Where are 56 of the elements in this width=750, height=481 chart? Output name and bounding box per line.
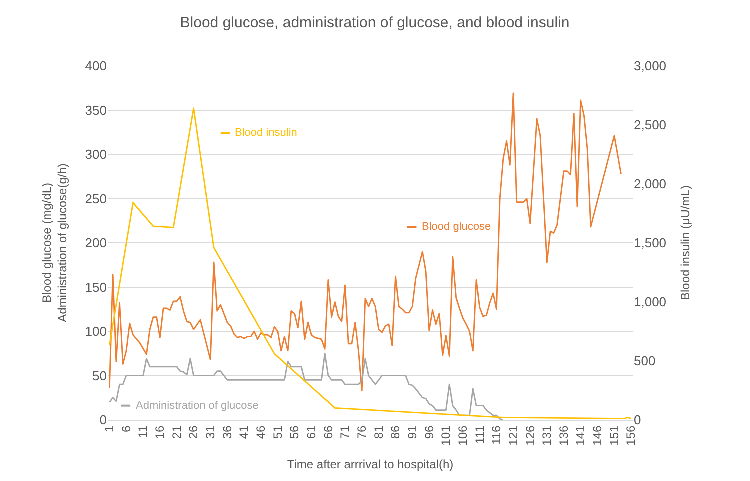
x-tick-label: 36 xyxy=(220,425,234,440)
x-tick-label: 121 xyxy=(506,425,520,446)
x-tick-label: 136 xyxy=(556,425,571,446)
legend-label: Administration of glucose xyxy=(136,400,259,412)
y-tick-label: 200 xyxy=(85,236,107,251)
x-tick-label: 111 xyxy=(472,425,487,444)
y-tick-label: 100 xyxy=(85,324,107,340)
x-tick-label: 116 xyxy=(490,425,504,445)
x-tick-label: 41 xyxy=(237,425,252,440)
x-tick-label: 141 xyxy=(574,425,588,446)
x-tick-label: 126 xyxy=(523,425,538,446)
y2-tick-label: 1,000 xyxy=(634,294,667,310)
x-axis-title: Time after arrrival to hospital(h) xyxy=(287,458,454,472)
x-tick-label: 101 xyxy=(439,425,454,446)
x-tick-label: 66 xyxy=(321,425,336,440)
x-tick-label: 21 xyxy=(170,425,184,440)
y2-tick-label: 500 xyxy=(634,354,656,369)
y2-tick-label: 2,500 xyxy=(634,118,667,133)
x-tick-label: 16 xyxy=(153,425,168,440)
x-tick-label: 31 xyxy=(204,425,218,440)
chart-title: Blood glucose, administration of glucose, and blood insulin xyxy=(180,14,570,32)
y-tick-label: 0 xyxy=(100,412,107,428)
y2-tick-label: 1,500 xyxy=(634,236,667,251)
y-tick-label: 350 xyxy=(85,102,107,118)
x-tick-label: 46 xyxy=(254,425,268,440)
x-tick-label: 51 xyxy=(270,425,285,440)
x-tick-label: 56 xyxy=(288,425,302,440)
x-tick-label: 106 xyxy=(456,425,470,446)
x-tick-label: 76 xyxy=(354,425,369,440)
legend-label: Blood glucose xyxy=(422,221,492,233)
y-tick-label: 300 xyxy=(85,147,107,162)
x-tick-label: 91 xyxy=(405,425,420,440)
x-tick-label: 11 xyxy=(136,425,150,438)
x-tick-label: 156 xyxy=(624,425,638,446)
y2-axis-title: Blood insulin (μU/mL) xyxy=(678,186,692,300)
line-series xyxy=(108,352,504,420)
y-axis-title: Blood glucose (mg/dL) Administration of glucose(g/h) xyxy=(40,164,70,322)
x-tick-label: 81 xyxy=(372,425,386,440)
x-tick-label: 146 xyxy=(590,425,605,446)
legend-label: Blood insulin xyxy=(235,127,298,139)
y-tick-label: 400 xyxy=(85,58,107,74)
x-tick-label: 96 xyxy=(422,425,436,440)
x-tick-label: 26 xyxy=(186,425,201,440)
x-tick-label: 6 xyxy=(119,425,134,432)
x-tick-label: 131 xyxy=(540,425,554,446)
y2-tick-label: 2,000 xyxy=(634,176,667,192)
x-tick-label: 86 xyxy=(388,425,403,440)
x-tick-label: 1 xyxy=(102,425,117,432)
x-tick-label: 71 xyxy=(338,425,352,440)
x-tick-label: 151 xyxy=(607,425,622,446)
y-tick-label: 150 xyxy=(85,280,107,295)
y-tick-label: 50 xyxy=(92,368,107,384)
y2-tick-label: 3,000 xyxy=(634,58,667,74)
y-tick-label: 250 xyxy=(85,191,107,206)
y2-tick-label: 0 xyxy=(634,412,642,428)
x-tick-label: 61 xyxy=(304,425,319,440)
